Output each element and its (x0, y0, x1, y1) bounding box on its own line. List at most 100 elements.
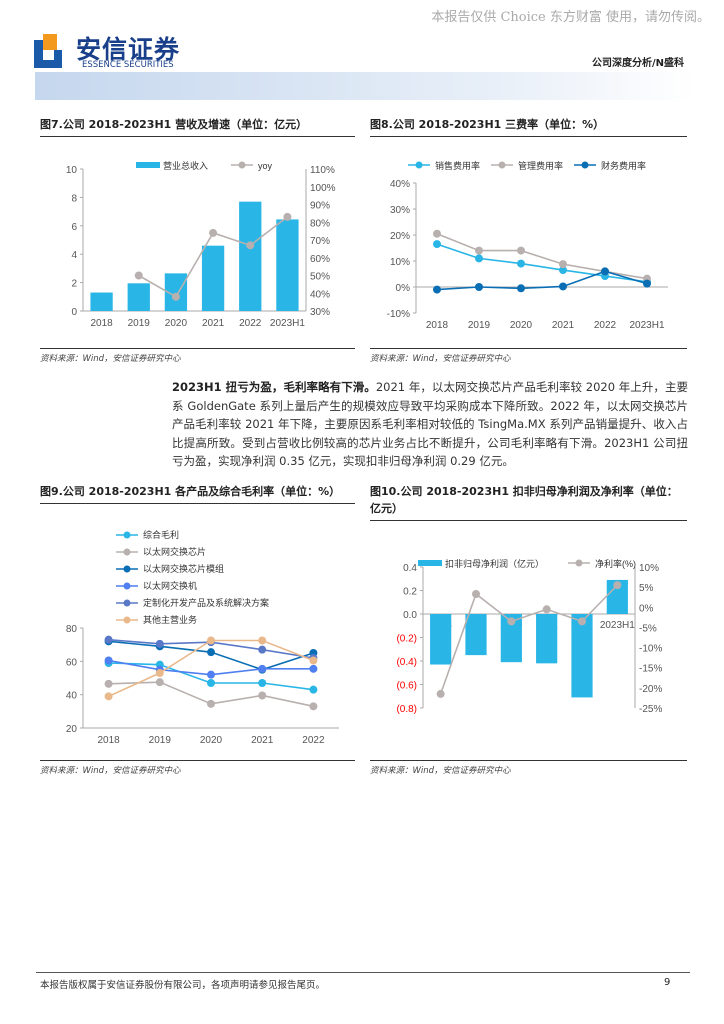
x-tick-label: 2018 (426, 320, 449, 331)
data-point (475, 246, 483, 255)
paragraph-lead: 2023H1 扭亏为盈，毛利率略有下滑。 (172, 380, 376, 394)
bar (164, 273, 188, 311)
logo-subtext: ESSENCE SECURITIES (82, 60, 174, 70)
data-point (134, 271, 143, 280)
y2-tick-label: 5% (639, 583, 654, 594)
y2-tick-label: -10% (639, 644, 662, 655)
footer-divider (36, 972, 690, 973)
x-tick-label: 2019 (128, 318, 151, 329)
y2-tick-label: 60% (310, 254, 330, 265)
legend-label: 净利率(%) (595, 558, 636, 569)
y2-tick-label: 100% (310, 183, 336, 194)
y-tick-label: 10 (66, 165, 78, 176)
data-point (433, 240, 441, 249)
legend-label: yoy (258, 161, 273, 171)
x-tick-label: 2023H1 (600, 620, 635, 631)
figure-9-source: 资料来源：Wind，安信证券研究中心 (40, 766, 181, 776)
header-band (35, 72, 695, 100)
chart-net-profit: (0.8) (0.6) (0.4) (0.2) 0.0 0.2 0.4 -25% -20% -15… (396, 558, 662, 715)
body-paragraph: 2023H1 扭亏为盈，毛利率略有下滑。2021 年，以太网交换芯片产品毛利率较… (172, 378, 688, 471)
bar (536, 614, 558, 664)
y-tick-label: (0.4) (396, 657, 417, 668)
legend-label: 管理费用率 (518, 160, 563, 171)
y2-tick-label: -25% (639, 704, 662, 715)
footer-disclaimer: 本报告版权属于安信证券股份有限公司，各项声明请参见报告尾页。 (40, 980, 326, 991)
data-point (258, 645, 267, 654)
legend-label: 扣非归母净利润（亿元） (445, 558, 544, 569)
legend-marker (575, 559, 583, 567)
data-point (207, 670, 215, 679)
data-point (207, 636, 215, 645)
logo-icon (34, 34, 62, 68)
data-point (517, 246, 525, 255)
legend-marker (581, 161, 589, 169)
data-point (258, 636, 267, 645)
data-point (171, 292, 180, 301)
legend-label: 销售费用率 (435, 160, 480, 171)
legend-swatch (136, 162, 160, 168)
bar (201, 245, 225, 311)
data-point (258, 691, 267, 700)
data-point (207, 699, 215, 708)
legend-label: 财务费用率 (601, 160, 646, 171)
y-tick-label: 40% (390, 179, 410, 190)
x-tick-label: 2019 (149, 735, 172, 746)
legend-label: 定制化开发产品及系统解决方案 (143, 597, 269, 608)
y-tick-label: 0.4 (403, 563, 417, 574)
data-point (559, 260, 567, 269)
divider (40, 760, 355, 761)
legend-marker (123, 565, 131, 573)
data-point (309, 664, 318, 673)
y-tick-label: 8 (71, 193, 77, 204)
figure-10-source: 资料来源：Wind，安信证券研究中心 (370, 766, 511, 776)
y2-tick-label: -5% (639, 623, 657, 634)
page-number: 9 (664, 977, 671, 988)
logo-text: 安信证券 (76, 35, 181, 64)
bar (239, 201, 262, 311)
figure-9-title: 图9.公司 2018-2023H1 各产品及综合毛利率（单位：%） (40, 483, 355, 504)
data-point (155, 639, 164, 648)
data-point (104, 692, 113, 701)
data-point (643, 279, 651, 288)
legend-marker (498, 161, 506, 169)
legend-marker (123, 616, 131, 624)
data-point (475, 283, 483, 291)
data-point (613, 581, 622, 590)
data-point (578, 617, 586, 626)
y-tick-label: (0.6) (396, 681, 417, 692)
x-tick-label: 2020 (165, 318, 188, 329)
chart-revenue: 0 2 4 6 8 10 30% 40% 50% 60% 70% 80% 90% 100% 110% 2018… (66, 160, 336, 329)
x-tick-label: 2018 (97, 735, 120, 746)
data-point (207, 648, 215, 657)
x-tick-label: 2020 (200, 735, 223, 746)
bar (276, 219, 299, 311)
legend-marker (123, 599, 131, 607)
chart-expense-ratios: -10% 0% 10% 20% 30% 40% 2018 2019 2020 2021 2022 20… (387, 160, 668, 331)
y-tick-label: 60 (66, 657, 78, 668)
data-point (542, 605, 551, 614)
data-point (507, 617, 516, 626)
y-tick-label: 2 (71, 279, 77, 290)
bar (127, 283, 150, 311)
data-point (475, 254, 483, 263)
y2-tick-label: -20% (639, 684, 662, 695)
data-point (155, 678, 164, 687)
x-tick-label: 2023H1 (270, 318, 305, 329)
data-point (559, 282, 567, 291)
y-tick-label: 80 (66, 624, 78, 635)
data-point (104, 635, 113, 644)
figure-8-source: 资料来源：Wind，安信证券研究中心 (370, 354, 511, 364)
series-line (436, 270, 648, 291)
data-point (436, 689, 445, 698)
y-tick-label: 10% (390, 257, 410, 268)
y-tick-label: 40 (66, 691, 78, 702)
x-tick-label: 2021 (552, 320, 575, 331)
x-tick-label: 2023H1 (629, 320, 664, 331)
legend-marker (123, 531, 131, 539)
x-tick-label: 2021 (251, 735, 274, 746)
data-point (309, 656, 318, 665)
series-line (436, 243, 648, 283)
data-point (559, 266, 567, 275)
figure-7-title: 图7.公司 2018-2023H1 营收及增速（单位：亿元） (40, 116, 355, 137)
